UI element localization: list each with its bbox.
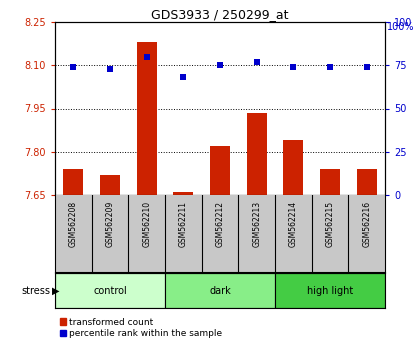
Text: GSM562212: GSM562212 — [215, 201, 225, 247]
Bar — [210, 146, 230, 195]
Bar — [357, 169, 377, 195]
Point — [180, 75, 187, 80]
Bar — [247, 113, 267, 195]
Text: GSM562213: GSM562213 — [252, 201, 261, 247]
Point — [327, 64, 333, 70]
Point — [70, 64, 77, 70]
Bar — [283, 140, 303, 195]
Title: GDS3933 / 250299_at: GDS3933 / 250299_at — [151, 8, 289, 21]
Text: GSM562215: GSM562215 — [326, 201, 334, 247]
Bar — [173, 192, 194, 195]
Bar — [165, 273, 275, 308]
Text: GSM562216: GSM562216 — [362, 201, 371, 247]
Text: 100%: 100% — [387, 22, 415, 32]
Bar — [136, 42, 157, 195]
Text: stress: stress — [21, 285, 50, 296]
Point — [107, 66, 113, 72]
Text: GSM562211: GSM562211 — [179, 201, 188, 247]
Point — [143, 54, 150, 59]
Text: GSM562210: GSM562210 — [142, 201, 151, 247]
Text: GSM562214: GSM562214 — [289, 201, 298, 247]
Bar — [63, 169, 84, 195]
Text: high light: high light — [307, 285, 353, 296]
Point — [290, 64, 297, 70]
Point — [253, 59, 260, 65]
Bar — [55, 273, 165, 308]
Bar — [320, 169, 340, 195]
Text: ▶: ▶ — [52, 285, 60, 296]
Bar — [275, 273, 385, 308]
Text: control: control — [93, 285, 127, 296]
Legend: transformed count, percentile rank within the sample: transformed count, percentile rank withi… — [60, 318, 223, 338]
Text: GSM562208: GSM562208 — [69, 201, 78, 247]
Text: dark: dark — [209, 285, 231, 296]
Point — [363, 64, 370, 70]
Text: GSM562209: GSM562209 — [105, 201, 115, 247]
Bar — [100, 175, 120, 195]
Point — [217, 62, 223, 68]
